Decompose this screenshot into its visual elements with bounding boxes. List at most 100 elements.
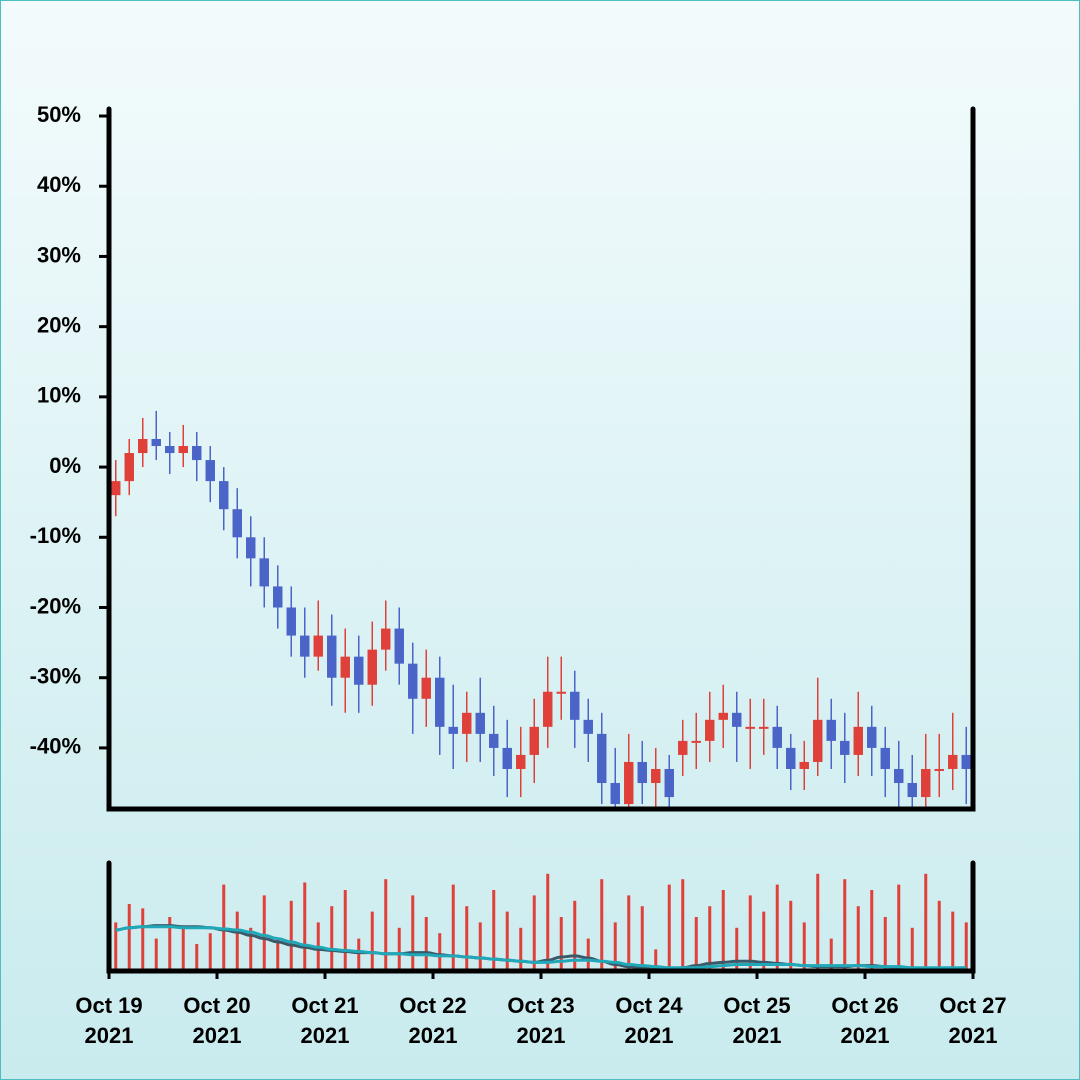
volume-bar — [370, 911, 374, 971]
moving-average — [115, 925, 967, 970]
volume-bar — [276, 938, 280, 971]
volume-bar — [600, 879, 604, 971]
volume-bar — [937, 900, 941, 971]
candle-body — [462, 712, 472, 734]
candle-body — [732, 712, 742, 727]
volume-bar — [438, 933, 442, 971]
candle-body — [813, 719, 823, 762]
volume-bar — [465, 906, 469, 971]
volume-bar — [411, 895, 415, 971]
candle-body — [192, 446, 202, 461]
volume-bar — [451, 884, 455, 971]
y-tick-label: 50% — [37, 102, 81, 127]
candle-body — [853, 726, 863, 755]
candle-body — [502, 747, 512, 769]
volume-bar — [856, 906, 860, 971]
candle-body — [421, 677, 431, 699]
volume-bar — [141, 908, 145, 971]
candle-body — [880, 747, 890, 769]
volume-bar — [924, 873, 928, 971]
candle-body — [516, 754, 526, 769]
candle-body — [408, 663, 418, 699]
candle-body — [232, 509, 242, 538]
candle-body — [354, 656, 364, 685]
candle-body — [786, 747, 796, 769]
candle-body — [111, 481, 121, 496]
volume-bar — [627, 895, 631, 971]
y-tick-label: 20% — [37, 312, 81, 337]
candle-body — [340, 656, 350, 678]
volume-bar — [870, 890, 874, 971]
candle-body — [367, 649, 377, 685]
candle-body — [138, 438, 148, 454]
x-tick-label: Oct 21 2021 — [291, 993, 359, 1048]
volume-bar — [951, 911, 955, 971]
volume-bar — [235, 911, 239, 971]
volume-bar — [910, 927, 914, 971]
volume-bar — [181, 927, 185, 971]
volume-bar — [249, 927, 253, 971]
y-tick-label: -30% — [30, 664, 81, 689]
volume-bar — [843, 879, 847, 971]
volume-bar — [883, 917, 887, 971]
x-tick-label: Oct 22 2021 — [399, 993, 467, 1048]
candle-body — [583, 719, 593, 734]
candle-body — [934, 768, 944, 771]
candle-body — [799, 761, 809, 769]
volume-bar — [546, 873, 550, 971]
x-tick-label: Oct 27 2021 — [939, 993, 1007, 1048]
candle-body — [948, 754, 958, 769]
y-tick-label: 0% — [49, 453, 81, 478]
volume-bar — [492, 890, 496, 971]
candle-body — [894, 768, 904, 784]
volume-bar — [964, 922, 968, 971]
volume-bar — [775, 884, 779, 971]
volume-bar — [802, 922, 806, 971]
candle-body — [651, 768, 661, 784]
y-tick-label: 10% — [37, 383, 81, 408]
volume-bar — [694, 917, 698, 971]
volume-bar — [613, 922, 617, 971]
volume-bar — [330, 906, 334, 971]
y-tick-label: 30% — [37, 242, 81, 267]
candle-body — [313, 635, 323, 657]
volume-bar — [384, 879, 388, 971]
candle-body — [597, 733, 607, 784]
candle-body — [394, 628, 404, 664]
volume-bar — [154, 938, 158, 971]
candle-body — [907, 783, 917, 798]
volume-bar — [640, 906, 644, 971]
candle-body — [178, 446, 188, 454]
candle-body — [259, 558, 269, 587]
candle-body — [300, 635, 310, 657]
candle-body — [475, 712, 485, 734]
volume-bar — [397, 927, 401, 971]
candle-body — [556, 691, 566, 694]
volume-bar — [303, 882, 307, 971]
x-tick-label: Oct 24 2021 — [615, 993, 683, 1048]
candle-body — [705, 719, 715, 741]
candle-body — [772, 726, 782, 748]
volume-bar — [532, 895, 536, 971]
x-tick-label: Oct 23 2021 — [507, 993, 575, 1048]
volume-bar — [343, 890, 347, 971]
main-frame — [106, 106, 976, 812]
candle-body — [664, 768, 674, 798]
candle-body — [286, 607, 296, 636]
candle-body — [448, 726, 458, 734]
candle-body — [435, 677, 445, 727]
candle-body — [151, 438, 161, 447]
volume — [114, 873, 968, 971]
volume-bar — [424, 917, 428, 971]
candle-body — [273, 586, 283, 608]
x-tick-label: Oct 20 2021 — [183, 993, 251, 1048]
candle-body — [961, 754, 971, 769]
candle-body — [381, 628, 391, 650]
volume-bar — [505, 911, 509, 971]
candle-body — [205, 460, 215, 482]
volume-bar — [573, 900, 577, 971]
candle-body — [637, 761, 647, 784]
candle-body — [219, 481, 229, 510]
y-tick-label: -10% — [30, 523, 81, 548]
volume-bar — [789, 900, 793, 971]
